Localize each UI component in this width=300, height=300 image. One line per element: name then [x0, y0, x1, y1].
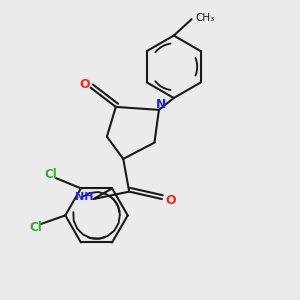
Text: O: O	[79, 78, 90, 91]
Text: N: N	[156, 98, 166, 111]
Text: Cl: Cl	[45, 169, 58, 182]
Text: O: O	[165, 194, 175, 207]
Text: CH₃: CH₃	[195, 13, 214, 23]
Text: NH: NH	[75, 192, 93, 202]
Text: Cl: Cl	[29, 221, 42, 234]
